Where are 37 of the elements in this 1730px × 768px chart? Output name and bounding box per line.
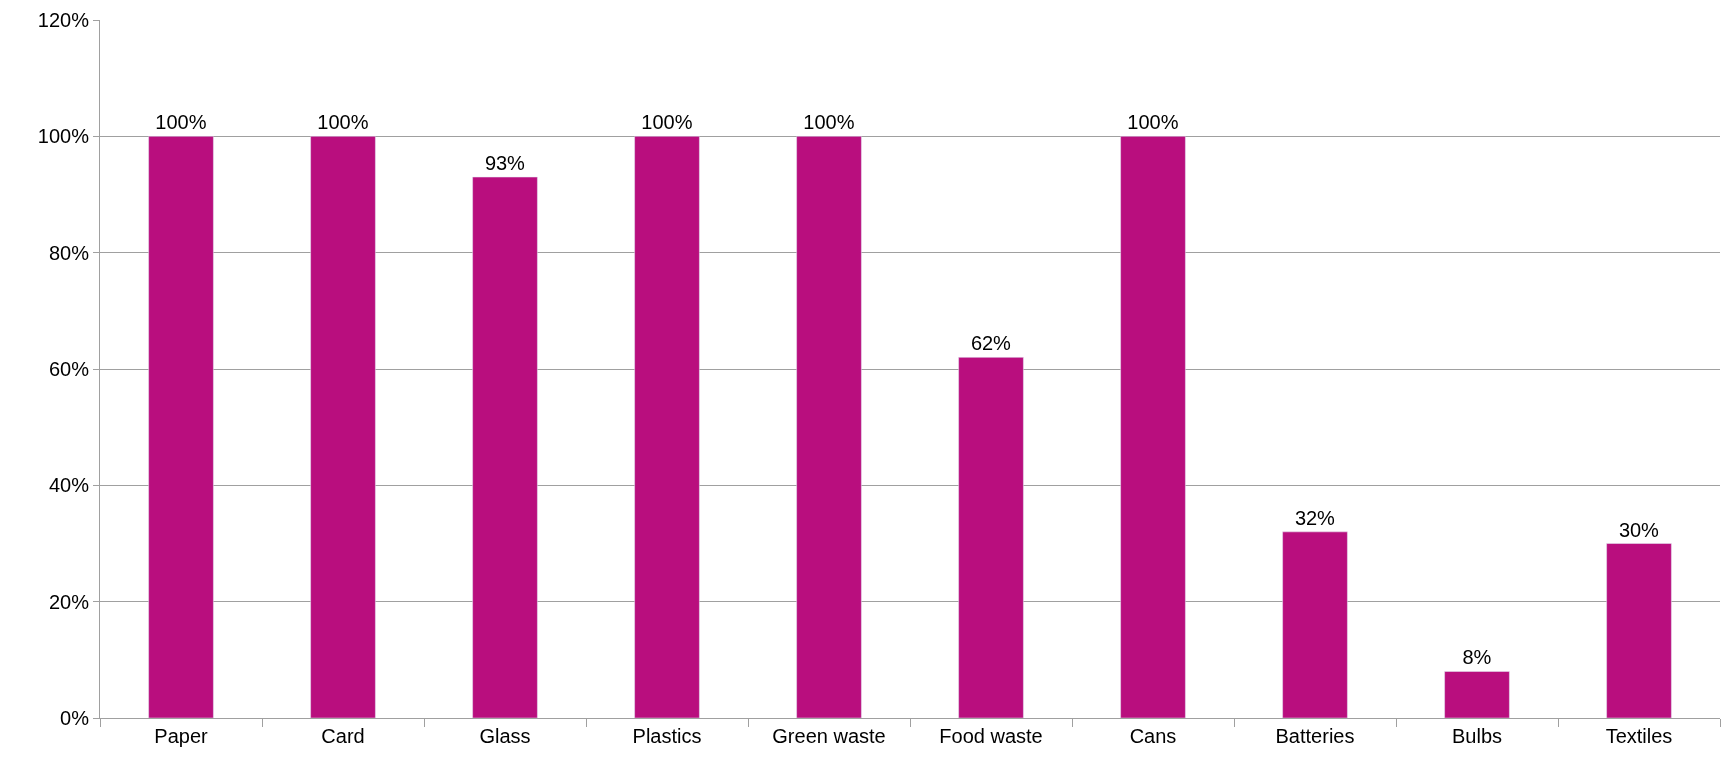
bar (1606, 543, 1672, 718)
data-label: 32% (1294, 506, 1336, 529)
bar (1120, 136, 1186, 718)
bar (1282, 531, 1348, 718)
bar (1444, 671, 1510, 718)
x-tick-label: Textiles (1605, 725, 1673, 747)
x-tick-label: Plastics (632, 725, 702, 747)
y-tick-label: 100% (37, 125, 90, 148)
bar (472, 176, 538, 718)
data-label: 100% (803, 111, 855, 134)
data-label: 100% (317, 111, 369, 134)
bar (796, 136, 862, 718)
x-tick-label: Batteries (1275, 725, 1355, 747)
x-tick-label: Paper (154, 725, 209, 747)
x-tick-label: Glass (479, 725, 531, 747)
data-label: 8% (1462, 646, 1492, 669)
bar (310, 136, 376, 718)
y-tick-label: 60% (48, 358, 90, 380)
data-label: 62% (970, 332, 1012, 355)
bar (958, 357, 1024, 718)
data-label: 100% (155, 111, 207, 134)
x-tick-label: Food waste (939, 725, 1043, 747)
data-label: 93% (484, 152, 526, 175)
bar (634, 136, 700, 718)
y-tick-label: 20% (48, 590, 90, 613)
data-label: 100% (641, 111, 693, 134)
x-tick-label: Bulbs (1451, 725, 1503, 747)
y-tick-label: 0% (60, 707, 90, 729)
x-tick-label: Cans (1129, 725, 1177, 747)
y-tick-label: 80% (48, 241, 90, 264)
y-tick-label: 40% (48, 474, 90, 497)
data-label: 100% (1127, 111, 1179, 134)
x-tick-label: Card (321, 725, 365, 747)
bar (148, 136, 214, 718)
x-tick-label: Green waste (772, 725, 886, 747)
data-label: 30% (1618, 518, 1660, 541)
y-tick-label: 120% (37, 9, 90, 31)
